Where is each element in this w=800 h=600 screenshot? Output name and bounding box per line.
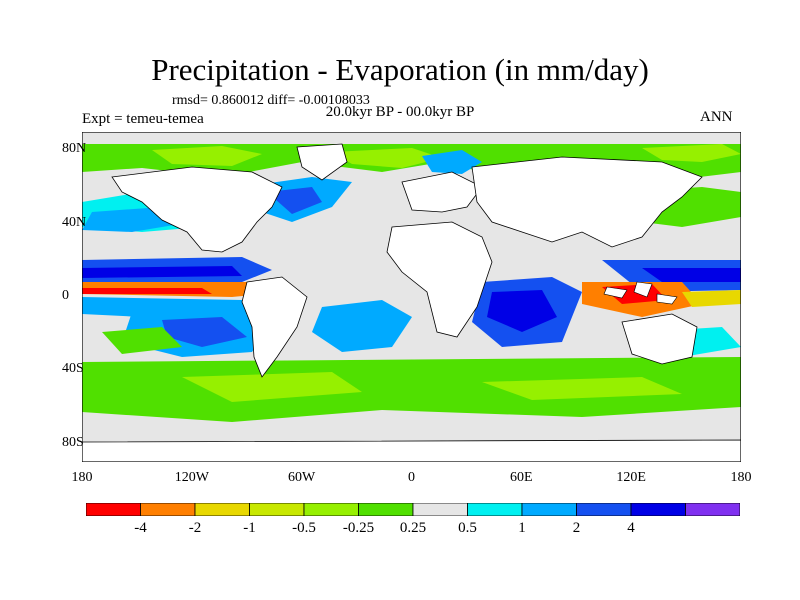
- map-title: Precipitation - Evaporation (in mm/day): [151, 52, 649, 87]
- colorbar-label: -0.25: [342, 520, 375, 536]
- experiment-label: Expt = temeu-temea: [82, 111, 204, 127]
- x-tick-label: 120W: [174, 470, 209, 485]
- continents: [82, 143, 741, 462]
- x-tick-label: 0: [408, 470, 415, 485]
- y-tick-label: 0: [62, 288, 69, 303]
- x-tick-label: 180: [730, 470, 752, 485]
- land-antarctica: [82, 439, 741, 462]
- y-tick-label: 40N: [62, 214, 87, 230]
- colorbar-swatch: [576, 503, 632, 516]
- colorbar-swatch: [412, 503, 468, 516]
- colorbar-label: -4: [134, 520, 147, 536]
- colorbar-swatch: [467, 503, 523, 516]
- x-tick-label: 60W: [288, 470, 316, 485]
- colorbar-label: -2: [188, 520, 202, 536]
- colorbar: [86, 503, 740, 516]
- indonesia-islands: [603, 281, 678, 305]
- season-label: ANN: [700, 109, 733, 125]
- colorbar-swatch: [194, 503, 250, 516]
- land-greenland: [296, 143, 348, 181]
- land-north-america: [111, 166, 283, 253]
- colorbar-swatch: [521, 503, 577, 516]
- colorbar-label: 2: [572, 520, 581, 536]
- colorbar-label: 0.5: [458, 520, 477, 536]
- colorbar-swatch: [86, 503, 141, 516]
- period-label: 20.0kyr BP - 00.0kyr BP: [325, 104, 475, 120]
- colorbar-label: -1: [243, 520, 256, 536]
- y-tick-label: 40S: [62, 361, 84, 377]
- colorbar-swatch: [630, 503, 686, 516]
- colorbar-swatch: [249, 503, 305, 516]
- x-tick-label: 120E: [616, 470, 646, 485]
- land-africa: [386, 221, 493, 338]
- land-australia: [621, 313, 698, 365]
- colorbar-swatch: [140, 503, 196, 516]
- colorbar-label: -0.5: [292, 520, 316, 536]
- land-europe: [401, 171, 483, 213]
- y-tick-label: 80N: [62, 141, 87, 157]
- x-tick-label: 180: [71, 470, 93, 485]
- y-tick-label: 80S: [62, 434, 84, 450]
- land-south-america: [241, 276, 308, 378]
- precipitation-evaporation-map: [82, 132, 741, 462]
- land-asia: [471, 156, 703, 248]
- x-tick-label: 60E: [510, 470, 533, 485]
- colorbar-swatch: [685, 503, 740, 516]
- rmsd-diff-stats: rmsd= 0.860012 diff= -0.00108033: [172, 93, 370, 108]
- colorbar-label: 1: [518, 520, 526, 536]
- colorbar-label: 0.25: [399, 520, 427, 536]
- colorbar-swatch: [358, 503, 414, 516]
- colorbar-swatch: [303, 503, 359, 516]
- colorbar-label: 4: [627, 520, 635, 536]
